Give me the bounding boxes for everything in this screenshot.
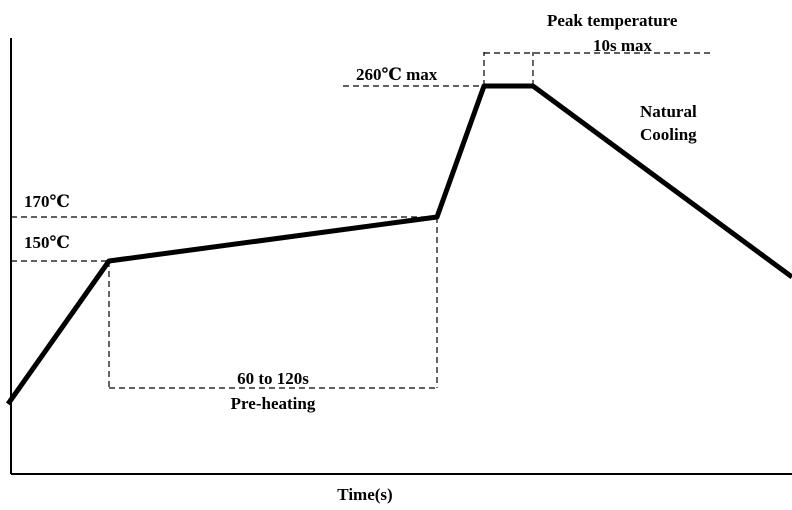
label-cooling-line1: Natural	[640, 102, 697, 121]
label-260: 260℃ max	[356, 65, 438, 84]
label-peak-title: Peak temperature	[547, 11, 678, 30]
x-axis-label: Time(s)	[337, 485, 392, 504]
label-preheat: Pre-heating	[231, 394, 316, 413]
label-150: 150℃	[24, 233, 70, 252]
label-170: 170℃	[24, 192, 70, 211]
temperature-profile-line	[5, 83, 792, 406]
label-preheat-time: 60 to 120s	[237, 369, 309, 388]
label-peak-time: 10s max	[593, 36, 653, 55]
label-cooling-line2: Cooling	[640, 125, 697, 144]
